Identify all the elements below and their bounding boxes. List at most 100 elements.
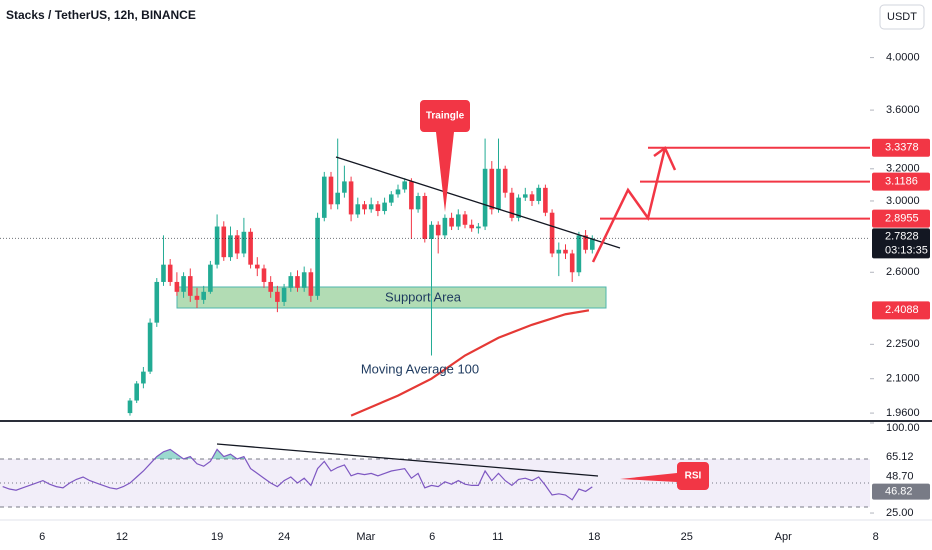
candle-body <box>522 194 528 198</box>
candle-body <box>201 291 206 300</box>
price-label: 2.8955 <box>885 213 919 225</box>
y-tick-label: 3.6000 <box>886 104 920 116</box>
candle-body <box>315 217 320 296</box>
countdown: 03:13:35 <box>885 244 928 256</box>
currency-button[interactable] <box>879 4 925 30</box>
candle-body <box>301 272 307 288</box>
support-label: Support Area <box>385 289 462 304</box>
candle-body <box>295 276 300 288</box>
rsi-plot <box>2 448 593 501</box>
x-tick-label: 6 <box>39 531 45 543</box>
currency-label[interactable]: USDT <box>887 11 917 23</box>
candle-body <box>167 264 173 282</box>
ma-label: Moving Average 100 <box>361 361 479 376</box>
rsi-pane <box>0 458 870 508</box>
candle-body <box>469 224 474 229</box>
candle-body <box>556 249 562 254</box>
candle-body <box>208 264 213 292</box>
triangle-callout <box>420 100 470 212</box>
rsi-scale-label: 65.12 <box>886 451 914 463</box>
rsi-last-box <box>872 483 930 500</box>
price-axis: 1.9600 2.1000 2.2500 2.6000 3.0000 3.2000 3.60… <box>39 51 930 543</box>
candle-body <box>321 176 327 218</box>
candle-body <box>348 181 354 215</box>
candle-body <box>569 253 575 273</box>
x-tick-label: 24 <box>278 531 290 543</box>
candle-body <box>147 322 153 372</box>
candle-body <box>395 189 401 195</box>
rsi-label: RSI <box>685 471 702 482</box>
candle-body <box>529 194 535 201</box>
candle-body <box>482 168 488 227</box>
candle-body <box>161 264 166 282</box>
price-label-box <box>872 138 930 157</box>
y-tick-label: 2.2500 <box>886 338 920 350</box>
candle-body <box>516 197 521 218</box>
candle-body <box>549 212 555 254</box>
candle-body <box>221 226 227 258</box>
candle-body <box>496 168 501 210</box>
candle-body <box>442 217 448 236</box>
y-tick-label: 4.0000 <box>886 51 920 63</box>
candle-body <box>241 231 247 254</box>
candle-body <box>576 235 582 273</box>
y-tick-label: 2.1000 <box>886 373 920 385</box>
price-pane <box>0 138 870 417</box>
candle-body <box>563 249 568 254</box>
candle-body <box>355 204 361 215</box>
candle-body <box>254 264 260 269</box>
y-tick-label: 1.9600 <box>886 407 920 419</box>
candle-body <box>268 281 273 292</box>
last-price-box <box>872 228 930 259</box>
candle-body <box>127 400 133 414</box>
candle-body <box>174 281 180 292</box>
rsi-line <box>2 448 593 501</box>
candle-body <box>402 181 407 190</box>
last-price-label: 2.7828 <box>885 230 919 242</box>
candle-body <box>368 204 374 210</box>
rsi-last-label: 46.82 <box>885 485 913 497</box>
candle-body <box>375 204 381 212</box>
price-label: 3.3378 <box>885 142 919 154</box>
candle-body <box>328 176 334 205</box>
x-tick-label: 12 <box>116 531 128 543</box>
candle-body <box>187 276 193 296</box>
rsi-trend-line <box>216 443 599 477</box>
chart-title: Stacks / TetherUS, 12h, BINANCE <box>6 8 196 22</box>
candle-body <box>502 168 508 193</box>
candle-body <box>234 235 240 254</box>
candle-body <box>462 214 468 225</box>
rsi-tick-label: 100.00 <box>886 422 920 434</box>
candle-body <box>154 281 160 323</box>
trend-line <box>335 156 621 249</box>
candle-body <box>275 291 280 302</box>
price-label: 2.4088 <box>885 304 919 316</box>
candle-body <box>388 194 394 203</box>
candle-body <box>248 231 253 265</box>
candle-body <box>342 181 347 193</box>
candle-body <box>455 214 461 227</box>
candle-body <box>134 383 139 401</box>
candle-body <box>449 217 454 227</box>
candle-body <box>489 168 495 210</box>
candle-body <box>415 195 421 210</box>
y-tick-label: 3.0000 <box>886 195 920 207</box>
x-tick-label: 8 <box>873 531 879 543</box>
price-label: 3.1186 <box>885 176 918 188</box>
x-tick-label: 19 <box>211 531 223 543</box>
price-label-box <box>872 301 930 320</box>
price-label-box <box>872 172 930 191</box>
candle-body <box>214 226 220 265</box>
rsi-scale-label: 48.70 <box>886 470 914 482</box>
candle-body <box>281 287 287 302</box>
candle-body <box>181 276 186 292</box>
candle-body <box>228 235 233 258</box>
triangle-label: Traingle <box>426 111 465 122</box>
candle-body <box>589 238 595 250</box>
rsi-tick-label: 25.00 <box>886 507 914 519</box>
candle-body <box>422 195 428 239</box>
candle-body <box>382 202 387 212</box>
candle-body <box>194 295 200 300</box>
y-tick-label: 2.6000 <box>886 266 920 278</box>
